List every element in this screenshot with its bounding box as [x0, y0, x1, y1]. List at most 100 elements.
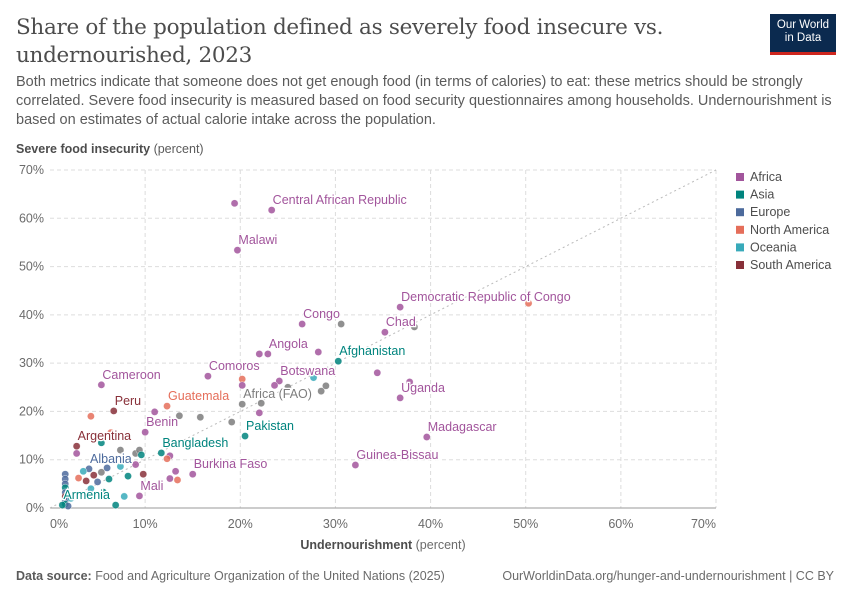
data-point — [257, 399, 266, 408]
data-point — [79, 467, 88, 476]
data-point — [381, 328, 389, 337]
data-point — [255, 409, 264, 417]
data-label: Congo — [303, 307, 340, 321]
data-point — [163, 454, 171, 463]
data-label: Africa (FAO) — [243, 387, 312, 401]
legend-label: South America — [750, 258, 831, 272]
legend-item[interactable]: North America — [736, 223, 829, 237]
y-tick-label: 70% — [19, 163, 44, 177]
data-point — [72, 449, 81, 458]
data-point — [373, 368, 382, 377]
source-label: Data source: — [16, 569, 92, 583]
data-point — [131, 460, 140, 469]
data-point — [58, 501, 67, 509]
data-point — [72, 442, 81, 450]
owid-logo[interactable]: Our World in Data — [770, 14, 836, 55]
data-point — [227, 418, 236, 426]
data-point — [116, 446, 125, 454]
data-label: Malawi — [238, 233, 277, 247]
legend-label: Europe — [750, 205, 790, 219]
data-label: Comoros — [209, 359, 260, 373]
data-point — [270, 381, 279, 390]
y-axis-unit: (percent) — [153, 142, 204, 156]
x-tick-label: 30% — [323, 517, 348, 531]
y-axis-label: Severe food insecurity (percent) — [16, 142, 204, 156]
x-tick-label: 20% — [228, 517, 253, 531]
data-label: Chad — [386, 315, 416, 329]
data-point — [97, 381, 106, 389]
legend-swatch — [736, 190, 744, 199]
data-point — [135, 492, 144, 500]
data-point — [196, 413, 205, 422]
data-label: Afghanistan — [339, 344, 405, 358]
legend-label: North America — [750, 223, 829, 237]
y-axis-title: Severe food insecurity — [16, 142, 151, 156]
legend-swatch — [736, 243, 744, 252]
x-tick-label: 50% — [513, 517, 538, 531]
data-point — [82, 477, 90, 485]
data-label: Botswana — [280, 364, 335, 378]
source-link[interactable]: OurWorldinData.org/hunger-and-undernouri… — [502, 569, 834, 583]
data-point — [157, 449, 166, 457]
data-point — [124, 472, 132, 480]
legend-item[interactable]: Europe — [736, 205, 790, 219]
data-point — [175, 411, 184, 420]
chart-subtitle: Both metrics indicate that someone does … — [16, 74, 832, 128]
data-point — [89, 471, 98, 479]
legend-label: Africa — [750, 170, 782, 184]
data-point — [163, 402, 171, 410]
legend-item[interactable]: South America — [736, 258, 831, 272]
data-point — [116, 462, 125, 471]
data-point — [255, 350, 264, 358]
data-point — [238, 400, 246, 408]
legend-label: Asia — [750, 188, 774, 202]
data-point — [171, 467, 180, 476]
data-point — [314, 348, 323, 356]
y-tick-label: 50% — [19, 260, 44, 274]
x-tick-label: 0% — [50, 517, 68, 531]
x-tick-label: 60% — [608, 517, 633, 531]
data-label: Central African Republic — [273, 193, 407, 207]
legend-item[interactable]: Oceania — [736, 240, 797, 254]
data-point — [137, 451, 146, 459]
data-point — [74, 474, 83, 482]
logo-line-1: Our World — [776, 19, 830, 31]
data-point — [524, 299, 533, 308]
legend-item[interactable]: Africa — [736, 170, 782, 184]
data-point — [150, 408, 159, 416]
data-point — [238, 381, 246, 390]
x-tick-label: 10% — [133, 517, 158, 531]
legend-swatch — [736, 173, 744, 181]
x-axis-label: Undernourishment (percent) — [300, 538, 465, 552]
data-label: Albania — [90, 452, 132, 466]
x-tick-label: 40% — [418, 517, 443, 531]
data-point — [284, 383, 292, 392]
data-point — [298, 320, 306, 328]
data-point — [410, 323, 419, 331]
data-label: Cameroon — [102, 368, 160, 382]
legend-swatch — [736, 208, 744, 217]
data-point — [111, 501, 120, 509]
data-label: Madagascar — [428, 420, 497, 434]
data-point — [87, 412, 95, 421]
data-point — [67, 494, 75, 503]
data-point — [139, 470, 148, 479]
legend-swatch — [736, 261, 744, 269]
data-point — [103, 464, 111, 472]
y-tick-label: 10% — [19, 453, 44, 467]
data-point — [87, 484, 95, 493]
data-point — [337, 320, 345, 328]
logo-line-2: in Data — [784, 32, 822, 44]
data-point — [275, 377, 284, 385]
source-text: Food and Agriculture Organization of the… — [95, 569, 445, 583]
data-label: Guinea-Bissau — [356, 448, 438, 462]
legend-label: Oceania — [750, 240, 797, 254]
data-point — [97, 439, 106, 447]
data-label: Guatemala — [168, 389, 229, 403]
chart-title: Share of the population defined as sever… — [16, 15, 664, 68]
legend-item[interactable]: Asia — [736, 188, 774, 202]
legend-swatch — [736, 225, 744, 234]
data-point — [93, 478, 102, 486]
data-point — [334, 357, 343, 366]
